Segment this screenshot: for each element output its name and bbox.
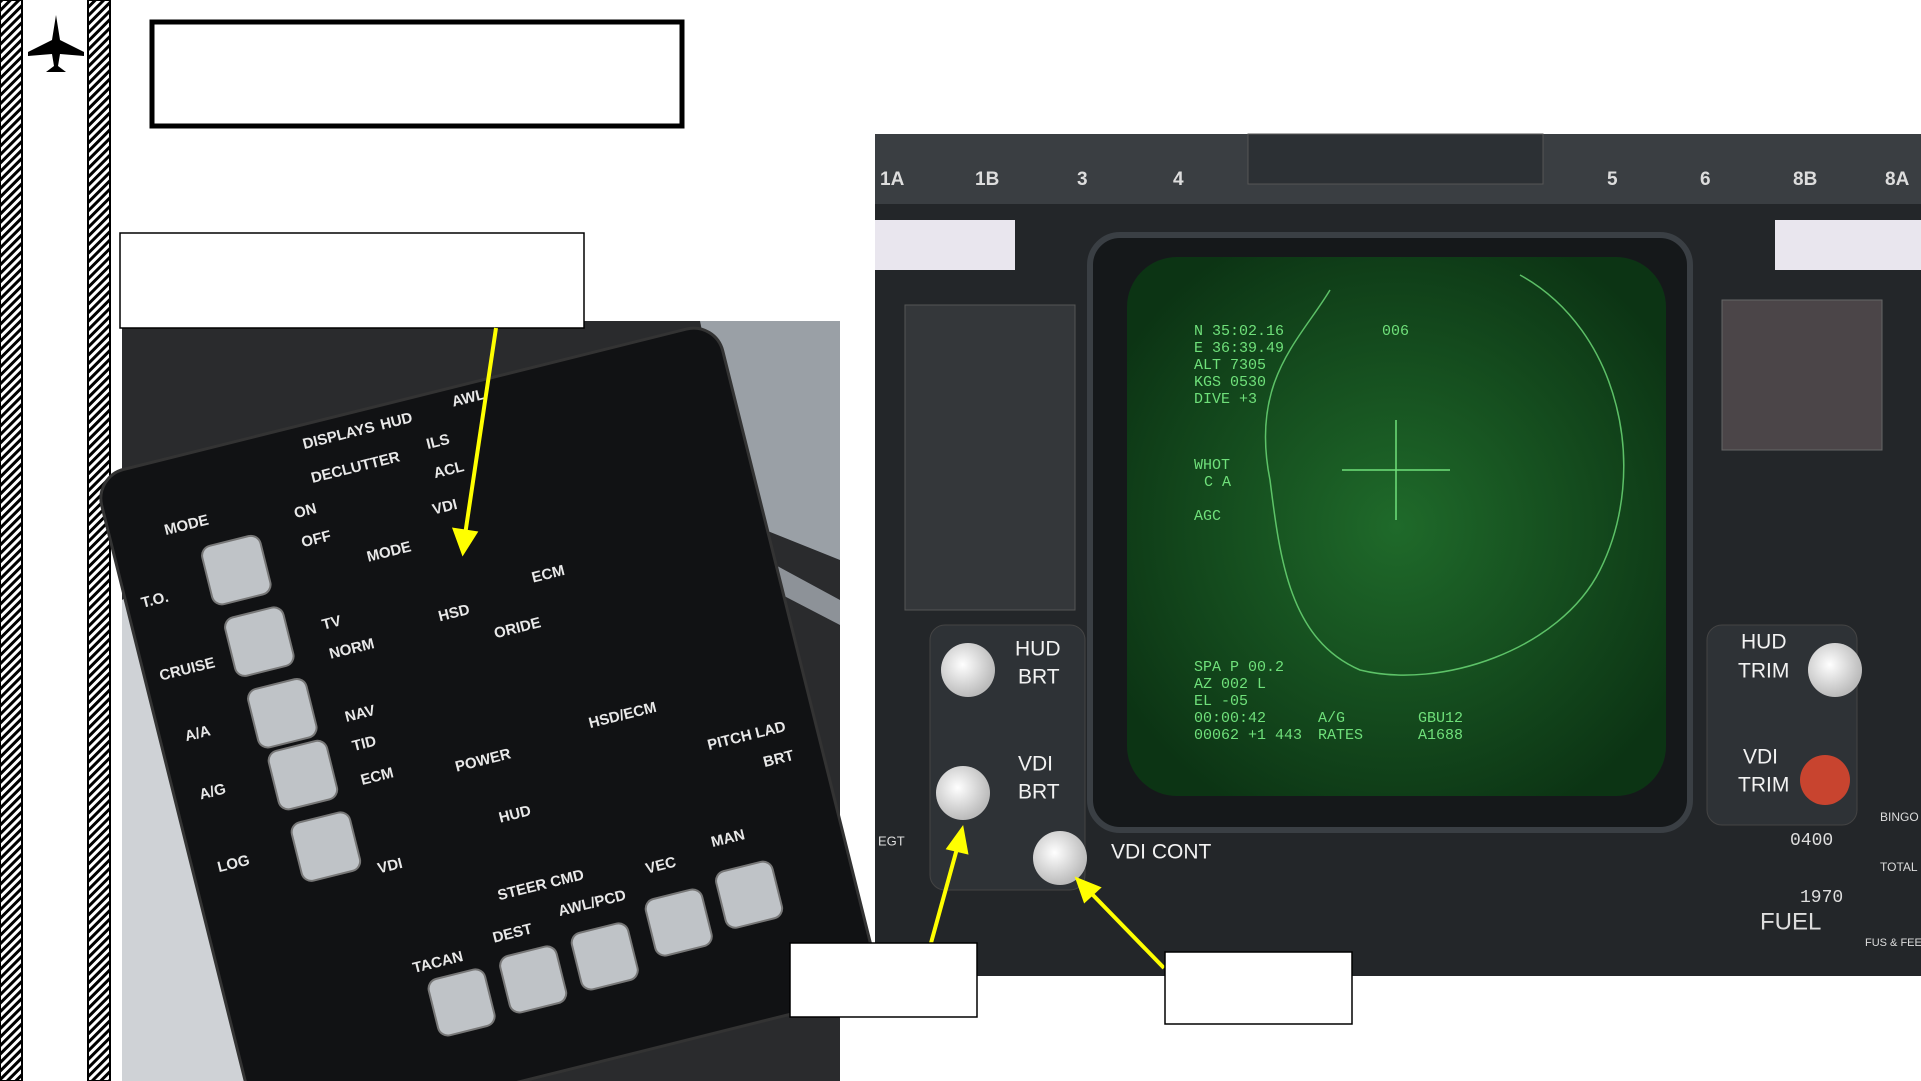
screen-text: E 36:39.49 [1194,340,1284,357]
knob-label: TRIM [1738,660,1789,683]
knob-label: BRT [1018,666,1060,689]
screen-text: A/G [1318,710,1345,727]
title-box [149,19,685,129]
screen-text: ALT 7305 [1194,357,1266,374]
label: ILS [425,431,452,453]
gauge-label: BINGO [1880,810,1919,824]
button [644,888,713,957]
side-stripe [0,0,23,1081]
screen-text: 006 [1382,323,1409,340]
label: NAV [343,702,377,726]
arrow-head [1074,876,1102,904]
knob [1033,831,1087,885]
placard [904,304,1076,611]
label: ON [292,500,318,522]
light [1775,220,1921,270]
button [290,811,362,882]
callout-box [1164,951,1353,1025]
gauge-label: FUEL [1760,908,1821,935]
button-label: 5 [1607,169,1618,190]
button [499,945,568,1014]
label: VDI [376,855,404,878]
screen-text: N 35:02.16 [1194,323,1284,340]
gauge-label: FUS & FEED [1865,937,1921,949]
knob-label: VDI [1743,746,1778,769]
light [875,220,1015,270]
button-label: 6 [1700,169,1711,190]
label: OFF [300,527,333,551]
gauge-label: EGT [878,833,905,848]
knob [941,643,995,697]
label: A/G [198,780,228,803]
knob-label: VDI [1018,753,1053,776]
button [224,606,295,677]
screen-text: EL -05 [1194,693,1248,710]
button [247,677,318,749]
gauge-value: 0400 [1790,831,1833,851]
button-label: 4 [1173,169,1184,190]
label: VEC [644,854,678,878]
placard [1721,299,1883,451]
screen-text: GBU12 [1418,710,1463,727]
knob [936,766,990,820]
screen-text: 00:00:42 [1194,710,1266,727]
left-photo: DISPLAYS MODE T.O. CRUISE A/A A/G LOG HU… [99,321,878,1081]
knob [1800,755,1850,805]
button [267,739,339,811]
button-label: 8B [1793,169,1817,190]
screen [1127,257,1666,796]
right-photo: 1A 1B 3 4 5 6 8B 8A N 35:02.16 E 36:39.4… [875,133,1921,976]
gauge-value: 1970 [1800,888,1843,908]
label: TV [320,613,343,634]
label: BRT [762,747,796,771]
button [715,860,784,929]
screen-text: WHOT [1194,457,1230,474]
knob-label: HUD [1015,638,1061,661]
arrow [929,844,960,944]
gauge-label: TOTAL [1880,860,1918,874]
knob-label: TRIM [1738,774,1789,797]
knob [1808,643,1862,697]
screen-text: 00062 +1 443 [1194,727,1302,744]
screen-text: DIVE +3 [1194,391,1257,408]
screen-text: AGC [1194,508,1221,525]
label: ACL [432,458,466,482]
knob-label: BRT [1018,781,1060,804]
screen-text: KGS 0530 [1194,374,1266,391]
callout-box [789,942,978,1018]
button [201,534,272,606]
arrow-head [945,825,969,855]
label: A/A [183,722,212,745]
arrow-head [451,527,479,557]
callout-box [119,232,585,329]
button [427,968,496,1037]
center-block [1247,133,1544,185]
screen-text: A1688 [1418,727,1463,744]
knob-label: HUD [1741,631,1787,654]
knob-label: VDI CONT [1111,841,1212,864]
button-label: 1A [880,169,905,190]
button-label: 3 [1077,169,1088,190]
label: TID [350,733,378,755]
screen-text: AZ 002 L [1194,676,1266,693]
screen-text: RATES [1318,727,1363,744]
label: VDI [431,496,459,519]
jet-icon [28,15,84,72]
arrow [463,327,498,536]
screen-text: C A [1204,474,1231,491]
arrow [1088,890,1166,970]
photo-bg [700,321,840,560]
button-label: 1B [975,169,999,190]
button [570,922,639,991]
screen-text: SPA P 00.2 [1194,659,1284,676]
button-label: 8A [1885,169,1910,190]
reticle [1342,420,1450,520]
label: T.O. [140,589,171,612]
screen-line [1264,274,1625,676]
side-stripe [87,0,111,1081]
